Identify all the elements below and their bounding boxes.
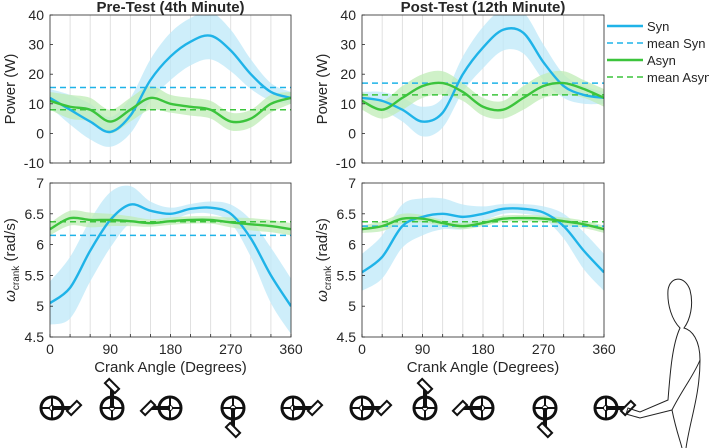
y-tick-label: 10 xyxy=(340,96,356,112)
crank-icon xyxy=(451,395,495,421)
legend: Syn mean Syn Asyn mean Asyn xyxy=(607,19,709,85)
y-label-unit: (rad/s) xyxy=(2,218,19,266)
person-arm xyxy=(671,359,701,411)
person-silhouette xyxy=(625,278,701,448)
y-tick-label: 4.5 xyxy=(337,329,357,345)
y-label-subscript: crank xyxy=(11,265,22,290)
asyn-line xyxy=(50,96,291,124)
panel-post-velocity: 4.5 5 5.5 6 6.5 7 0 90 180 270 360 Crank Angle (Deg… xyxy=(314,175,616,376)
person-outline xyxy=(625,278,701,448)
crank-icon xyxy=(532,395,558,439)
plot-area xyxy=(50,15,291,163)
y-tick-label: -10 xyxy=(24,155,44,171)
y-tick-label: 0 xyxy=(36,125,44,141)
legend-label: mean Syn xyxy=(647,36,706,51)
x-tick-label: 180 xyxy=(471,341,495,357)
y-tick-label: 40 xyxy=(28,7,44,23)
plot-area xyxy=(362,15,604,163)
plot-area xyxy=(50,183,291,337)
y-tick-label: 5 xyxy=(36,298,44,314)
asyn-line xyxy=(362,216,604,231)
y-tick-label: 7 xyxy=(348,175,356,191)
y-tick-label: 20 xyxy=(28,66,44,82)
y-tick-label: 7 xyxy=(36,175,44,191)
y-axis-label: Power (W) xyxy=(314,54,331,125)
syn-line xyxy=(362,207,604,274)
chart-title: Pre-Test (4th Minute) xyxy=(96,0,244,16)
chart-title: Post-Test (12th Minute) xyxy=(401,0,566,16)
x-axis-label: Crank Angle (Degrees) xyxy=(407,359,560,376)
y-tick-label: 10 xyxy=(28,96,44,112)
crank-icon xyxy=(39,395,83,421)
y-axis-label: ωcrank (rad/s) xyxy=(314,218,334,302)
y-axis-label: ωcrank (rad/s) xyxy=(2,218,22,302)
y-tick-label: 5.5 xyxy=(25,267,45,283)
syn-line xyxy=(50,34,291,134)
crank-icon xyxy=(220,395,246,439)
asyn-line xyxy=(50,216,291,231)
y-tick-label: 6.5 xyxy=(25,206,45,222)
x-tick-label: 90 xyxy=(415,341,431,357)
y-tick-label: 5.5 xyxy=(337,267,357,283)
x-tick-label: 0 xyxy=(46,341,54,357)
y-tick-label: 6 xyxy=(348,237,356,253)
y-tick-label: 30 xyxy=(28,37,44,53)
pedal xyxy=(536,421,554,439)
y-label-symbol: ω xyxy=(2,290,19,302)
x-tick-label: 180 xyxy=(159,341,183,357)
pedal xyxy=(103,377,121,395)
y-label-unit: (rad/s) xyxy=(314,218,331,266)
syn-line xyxy=(50,203,291,307)
y-tick-label: 30 xyxy=(340,37,356,53)
pedal xyxy=(306,399,324,417)
y-tick-label: -10 xyxy=(336,155,356,171)
y-tick-label: 0 xyxy=(348,125,356,141)
pedal xyxy=(451,399,469,417)
y-tick-label: 4.5 xyxy=(25,329,45,345)
pedal xyxy=(139,399,157,417)
crank-icon xyxy=(139,395,183,421)
syn-band xyxy=(50,15,291,147)
x-tick-label: 90 xyxy=(102,341,118,357)
syn-line xyxy=(362,27,604,123)
y-tick-label: 40 xyxy=(340,7,356,23)
crank-icon xyxy=(349,395,393,421)
x-axis-label: Crank Angle (Degrees) xyxy=(94,359,247,376)
syn-band xyxy=(362,15,604,137)
crank-icon xyxy=(412,377,438,421)
asyn-line xyxy=(362,81,604,112)
panel-pre-power: -10 0 10 20 30 40 Pre-Test (4th Minute) Power (… xyxy=(2,0,292,171)
y-axis-label: Power (W) xyxy=(2,54,19,125)
asyn-band xyxy=(50,210,291,236)
pedal xyxy=(416,377,434,395)
y-tick-label: 6 xyxy=(36,237,44,253)
x-tick-label: 270 xyxy=(532,341,556,357)
pedal xyxy=(224,421,242,439)
legend-label: Asyn xyxy=(647,53,676,68)
x-tick-label: 0 xyxy=(358,341,366,357)
x-tick-label: 270 xyxy=(219,341,243,357)
pedal xyxy=(65,399,83,417)
x-tick-label: 360 xyxy=(279,341,303,357)
plot-area xyxy=(362,183,604,337)
y-label-symbol: ω xyxy=(314,290,331,302)
legend-label: mean Asyn xyxy=(647,70,709,85)
y-tick-label: 5 xyxy=(348,298,356,314)
y-tick-label: 6.5 xyxy=(337,206,357,222)
legend-label: Syn xyxy=(647,19,669,34)
y-tick-label: 20 xyxy=(340,66,356,82)
crank-icon xyxy=(99,377,125,421)
x-tick-label: 360 xyxy=(592,341,616,357)
crank-icon xyxy=(280,395,324,421)
y-label-subscript: crank xyxy=(323,265,334,290)
panel-pre-velocity: 4.5 5 5.5 6 6.5 7 0 90 180 270 360 Crank Angle (Deg… xyxy=(2,175,303,376)
pedal xyxy=(375,399,393,417)
panel-post-power: -10 0 10 20 30 40 Post-Test (12th Minute) Power… xyxy=(314,0,605,171)
